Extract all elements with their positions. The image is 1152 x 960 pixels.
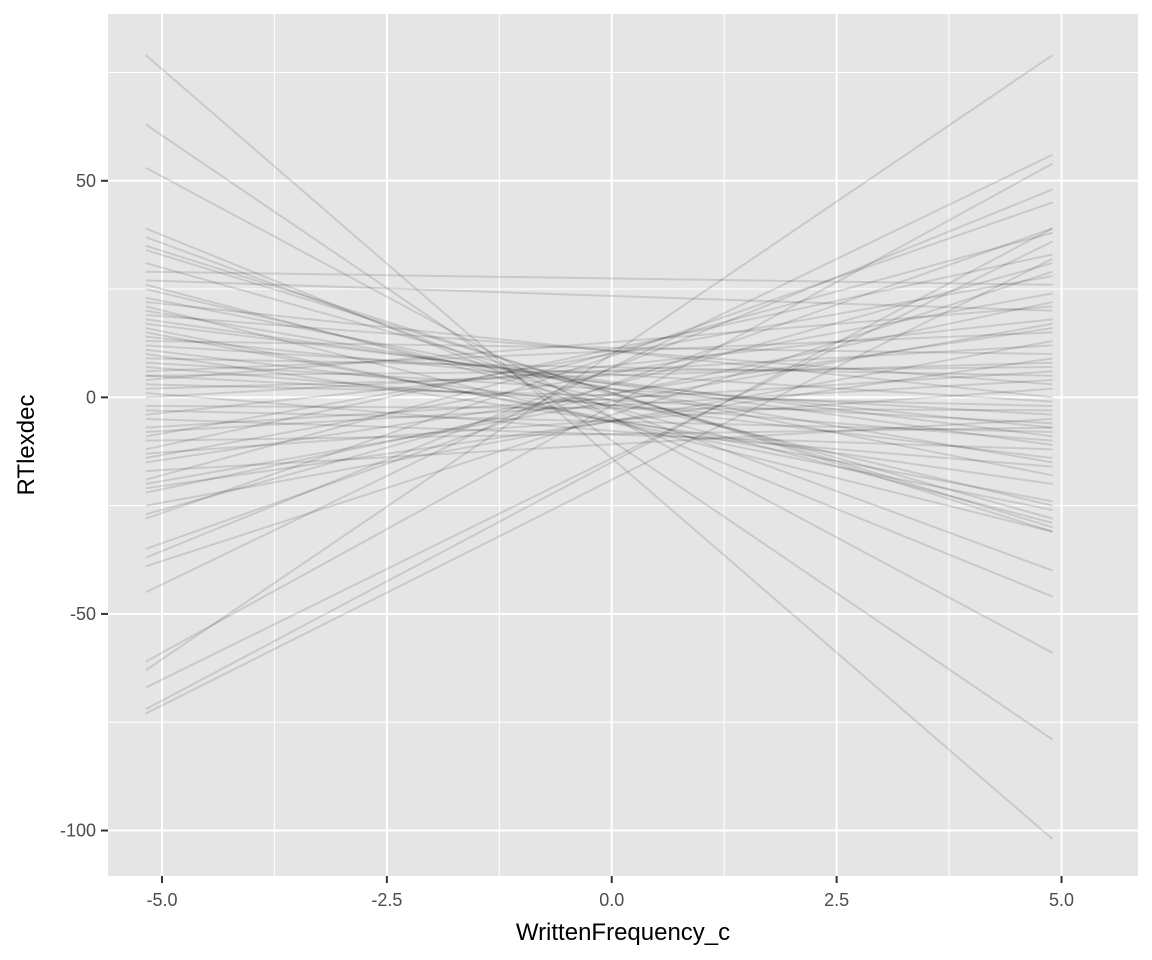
x-tick-label-4: 5.0 <box>1049 890 1074 910</box>
series-line-54 <box>145 227 1054 711</box>
plot-panel <box>108 14 1138 876</box>
series-line-37 <box>145 253 1053 451</box>
grid-major <box>108 14 1138 876</box>
series-line-59 <box>145 301 1053 399</box>
series-line-13 <box>145 309 1053 464</box>
grid-minor <box>108 14 1138 876</box>
series-line-51 <box>145 162 1054 663</box>
series-line-25 <box>145 374 1053 425</box>
series-line-42 <box>145 357 1053 490</box>
series-line-43 <box>145 301 1053 494</box>
series-line-61 <box>145 318 1053 446</box>
series-line-48 <box>145 188 1053 559</box>
series-line-5 <box>145 244 1053 533</box>
series-line-34 <box>145 370 1053 429</box>
series-line-38 <box>145 387 1053 455</box>
series-line-10 <box>145 288 1053 507</box>
series-line-31 <box>145 405 1053 412</box>
series-line-6 <box>145 249 1053 529</box>
series-line-56 <box>145 283 1053 524</box>
series-line-18 <box>145 340 1053 356</box>
y-tick-label-0: -100 <box>60 821 96 841</box>
series-line-64 <box>145 366 1053 377</box>
series-line-26 <box>145 305 1053 382</box>
series-line-60 <box>145 292 1053 459</box>
series-line-50 <box>145 153 1053 594</box>
series-line-22 <box>145 361 1053 416</box>
series-lines <box>145 54 1054 840</box>
series-line-14 <box>145 314 1053 386</box>
series-line-46 <box>145 201 1053 520</box>
series-line-28 <box>145 361 1053 390</box>
y-tick-label-1: -50 <box>70 604 96 624</box>
series-line-16 <box>145 331 1053 503</box>
series-line-63 <box>145 327 1053 511</box>
series-line-62 <box>145 379 1053 434</box>
series-line-47 <box>145 227 1053 550</box>
series-line-41 <box>145 231 1053 481</box>
series-line-30 <box>145 344 1053 399</box>
series-line-65 <box>145 322 1053 485</box>
series-line-24 <box>145 331 1053 373</box>
x-axis-title: WrittenFrequency_c <box>516 919 730 946</box>
series-line-23 <box>145 366 1053 442</box>
x-axis: -5.0 -2.5 0.0 2.5 5.0 <box>146 876 1074 910</box>
series-line-8 <box>145 270 1053 286</box>
series-line-21 <box>145 357 1053 377</box>
y-axis: -100 -50 0 50 <box>60 171 108 841</box>
series-line-55 <box>145 257 1053 715</box>
x-tick-label-2: 0.0 <box>599 890 624 910</box>
x-tick-label-1: -2.5 <box>371 890 402 910</box>
series-line-36 <box>145 426 1053 442</box>
series-line-0 <box>145 54 1054 840</box>
x-tick-label-0: -5.0 <box>146 890 177 910</box>
series-line-7 <box>145 262 1053 520</box>
series-line-27 <box>145 383 1053 408</box>
series-line-19 <box>145 348 1053 459</box>
series-line-15 <box>145 322 1053 438</box>
series-line-57 <box>145 344 1053 403</box>
series-line-11 <box>145 296 1053 477</box>
series-line-4 <box>145 236 1053 572</box>
series-line-32 <box>145 318 1053 416</box>
series-line-1 <box>145 123 1054 741</box>
y-tick-label-2: 0 <box>86 387 96 407</box>
series-line-3 <box>145 227 1053 598</box>
series-line-53 <box>145 240 1053 689</box>
y-tick-label-3: 50 <box>76 171 96 191</box>
series-line-44 <box>145 340 1053 507</box>
series-line-45 <box>145 262 1053 516</box>
series-line-58 <box>145 409 1053 434</box>
series-line-52 <box>145 54 1054 672</box>
series-line-29 <box>145 392 1053 468</box>
series-line-39 <box>145 327 1053 464</box>
series-line-49 <box>145 270 1053 568</box>
series-line-17 <box>145 335 1053 429</box>
series-line-40 <box>145 418 1053 472</box>
series-line-12 <box>145 305 1053 533</box>
series-line-20 <box>145 353 1053 485</box>
y-axis-title: RTlexdec <box>13 395 40 496</box>
x-tick-label-3: 2.5 <box>824 890 849 910</box>
series-line-33 <box>145 418 1053 451</box>
series-line-35 <box>145 275 1053 438</box>
series-line-9 <box>145 279 1053 312</box>
series-line-2 <box>145 166 1054 654</box>
